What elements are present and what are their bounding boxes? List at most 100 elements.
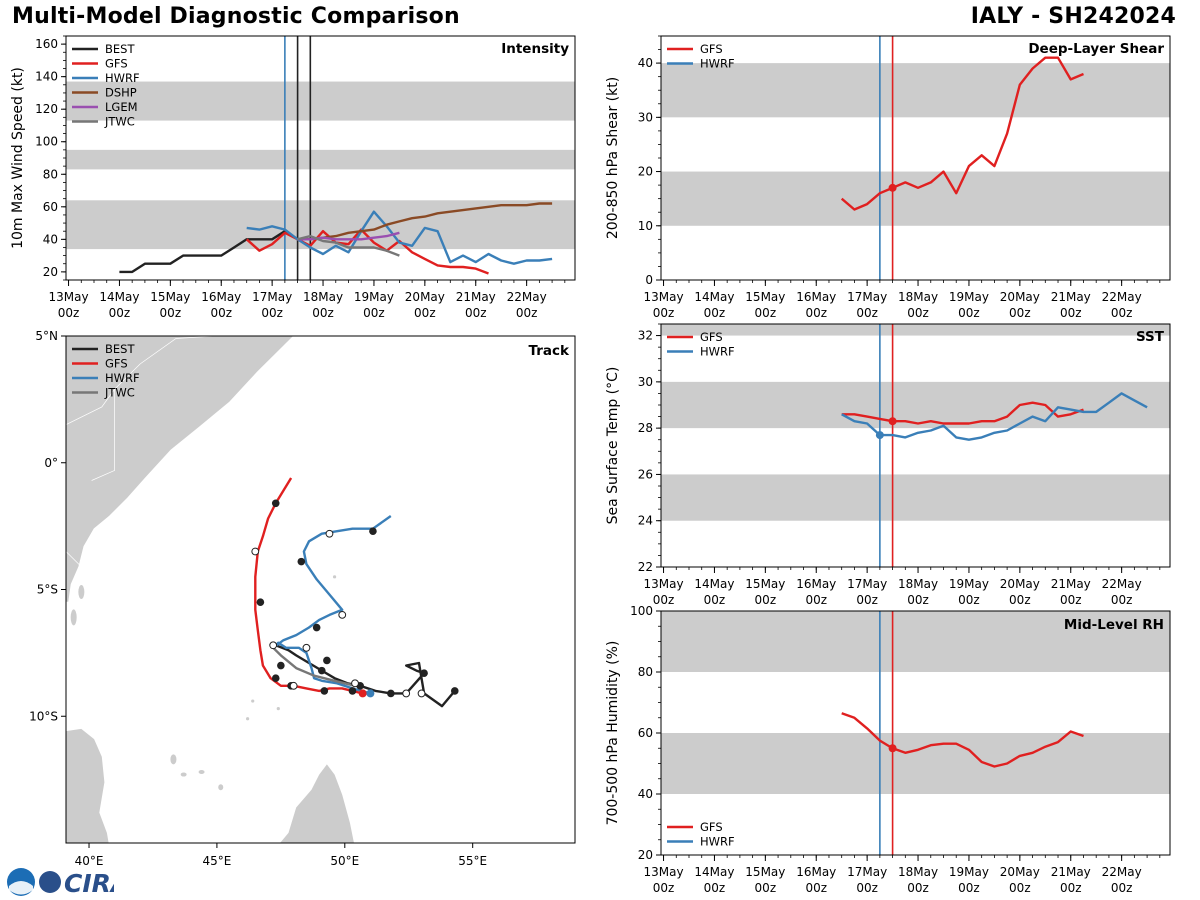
rh-x-tick-sublabel: 00z	[653, 881, 675, 895]
sst-y-tick-label: 28	[638, 421, 653, 435]
intensity-x-tick-label: 19May	[354, 290, 394, 304]
atoll	[332, 575, 337, 579]
sst-marker-gfs	[888, 417, 897, 426]
intensity-x-tick-sublabel: 00z	[109, 306, 131, 320]
sst-x-tick-label: 22May	[1102, 577, 1142, 591]
intensity-legend-label-jtwc: JTWC	[104, 115, 135, 129]
shear-y-tick-label: 10	[638, 219, 653, 233]
intensity-legend-label-best: BEST	[105, 42, 135, 56]
track-point-0000z-gfs	[320, 687, 329, 695]
shear-x-axis: 13May 00z 14May 00z 15May 00z 16May 00z 17May 00z…	[644, 280, 1161, 320]
track-point-0000z-gfs	[256, 598, 265, 606]
sst-y-tick-label: 30	[638, 375, 653, 389]
shear-x-tick-label: 22May	[1102, 290, 1142, 304]
intensity-x-tick-label: 13May	[49, 290, 89, 304]
shear-label: Deep-Layer Shear	[1028, 41, 1164, 57]
africa-landmass	[66, 336, 295, 603]
shear-x-tick-label: 14May	[694, 290, 734, 304]
rh-y-tick-label: 100	[630, 604, 653, 618]
rh-x-tick-label: 20May	[1000, 865, 1040, 879]
track-legend-label-best: BEST	[105, 342, 135, 356]
track-hwrf	[272, 515, 392, 695]
rh-x-tick-sublabel: 00z	[805, 881, 827, 895]
track-point-1200z-gfs	[289, 681, 298, 690]
sst-x-tick-label: 16May	[796, 577, 836, 591]
atoll	[251, 699, 255, 703]
shear-x-tick-sublabel: 00z	[856, 306, 878, 320]
rh-y-axis-label: 700-500 hPa Humidity (%)	[605, 641, 621, 826]
storm-id: IALY - SH242024	[970, 4, 1176, 29]
shear-x-tick-sublabel: 00z	[755, 306, 777, 320]
intensity-band-0	[66, 200, 575, 250]
pemba-island	[78, 585, 85, 600]
sst-x-tick-sublabel: 00z	[958, 593, 980, 607]
intensity-x-tick-sublabel: 00z	[261, 306, 283, 320]
intensity-x-tick-sublabel: 00z	[58, 306, 80, 320]
intensity-y-tick-label: 40	[43, 232, 58, 246]
rh-x-tick-sublabel: 00z	[1009, 881, 1031, 895]
intensity-series-best	[119, 229, 311, 274]
sst-x-tick-sublabel: 00z	[856, 593, 878, 607]
shear-x-tick-label: 21May	[1051, 290, 1091, 304]
shear-y-tick-label: 40	[638, 56, 653, 70]
track-point-0000z-gfs	[312, 623, 321, 632]
sst-x-tick-label: 14May	[694, 577, 734, 591]
intensity-series-gfs	[245, 228, 489, 275]
comoros-island	[170, 754, 177, 765]
comoros-island	[180, 772, 187, 777]
rh-x-tick-label: 15May	[745, 865, 785, 879]
shear-x-tick-sublabel: 00z	[805, 306, 827, 320]
sst-y-axis-label: Sea Surface Temp (°C)	[605, 367, 621, 525]
sst-band-2	[661, 324, 1170, 336]
sst-x-tick-sublabel: 00z	[805, 593, 827, 607]
country-border	[91, 363, 141, 481]
sst-x-tick-sublabel: 00z	[907, 593, 929, 607]
intensity-y-tick-label: 20	[43, 265, 58, 279]
intensity-y-tick-label: 80	[43, 167, 58, 181]
shear-x-tick-sublabel: 00z	[704, 306, 726, 320]
sst-x-tick-sublabel: 00z	[653, 593, 675, 607]
shear-y-tick-label: 0	[645, 273, 653, 287]
intensity-x-tick-label: 17May	[252, 290, 292, 304]
track-start-hwrf	[366, 689, 375, 698]
track-point-0000z-hwrf	[297, 557, 306, 566]
track-start-gfs	[358, 689, 367, 698]
intensity-y-tick-label: 120	[35, 102, 58, 116]
intensity-label: Intensity	[501, 41, 569, 57]
rh-x-tick-label: 21May	[1051, 865, 1091, 879]
sst-x-tick-label: 15May	[745, 577, 785, 591]
intensity-series-jtwc	[297, 234, 400, 257]
track-y-tick-label: 5°S	[37, 583, 58, 597]
sst-panel: 22 24 26 28 30 32 Sea Surface Temp (°C) 13May 00…	[605, 323, 1171, 607]
intensity-series-dshp	[297, 202, 553, 241]
track-x-tick-label: 55°E	[458, 854, 487, 868]
track-point-1200z-hwrf	[269, 641, 278, 650]
noaa-wave-icon	[9, 881, 33, 895]
intensity-x-tick-sublabel: 00z	[160, 306, 182, 320]
sst-label: SST	[1136, 329, 1165, 345]
intensity-x-tick-sublabel: 00z	[363, 306, 385, 320]
track-point-1200z-best	[351, 679, 359, 688]
track-legend-label-gfs: GFS	[105, 357, 128, 371]
track-point-0000z-gfs	[271, 499, 280, 508]
sst-x-tick-label: 18May	[898, 577, 938, 591]
shear-y-axis: 0 10 20 30 40 200-850 hPa Shear (kt)	[605, 35, 661, 287]
country-border	[139, 336, 215, 365]
track-legend-label-jtwc: JTWC	[104, 386, 135, 400]
sst-legend-label-hwrf: HWRF	[700, 345, 735, 359]
rh-x-tick-label: 18May	[898, 865, 938, 879]
sst-x-tick-label: 20May	[1000, 577, 1040, 591]
track-label: Track	[529, 343, 570, 359]
intensity-y-axis-label: 10m Max Wind Speed (kt)	[10, 67, 26, 249]
rh-x-tick-sublabel: 00z	[1111, 881, 1133, 895]
sst-y-tick-label: 26	[638, 467, 653, 481]
track-panel: 40°E 45°E 50°E 55°E 5°N 0° 5°S 10°S Track BESTGFS…	[29, 329, 576, 868]
shear-x-tick-sublabel: 00z	[1009, 306, 1031, 320]
intensity-x-tick-label: 15May	[150, 290, 190, 304]
